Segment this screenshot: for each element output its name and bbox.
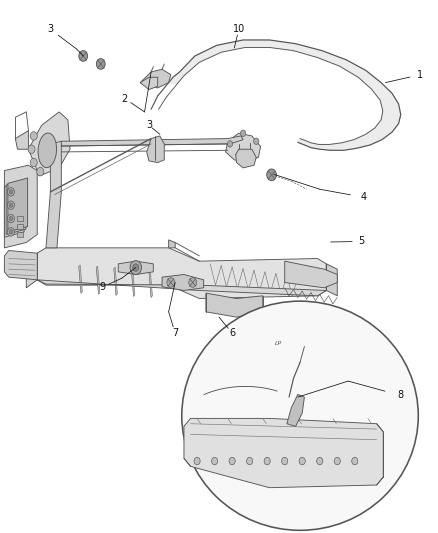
Circle shape — [7, 188, 14, 196]
Polygon shape — [6, 180, 26, 235]
Polygon shape — [162, 274, 204, 290]
Polygon shape — [17, 232, 23, 237]
Polygon shape — [149, 269, 152, 297]
Polygon shape — [37, 248, 326, 298]
Polygon shape — [96, 266, 100, 294]
Text: 3: 3 — [47, 25, 53, 34]
Text: LP: LP — [275, 341, 282, 346]
Text: 6: 6 — [229, 328, 235, 338]
Circle shape — [9, 190, 13, 194]
Polygon shape — [4, 165, 37, 248]
Polygon shape — [326, 264, 337, 296]
Polygon shape — [169, 40, 401, 150]
Polygon shape — [61, 136, 243, 146]
Circle shape — [299, 457, 305, 465]
Circle shape — [227, 141, 233, 147]
Polygon shape — [114, 267, 117, 295]
Circle shape — [254, 138, 259, 144]
Polygon shape — [140, 77, 158, 90]
Polygon shape — [206, 293, 263, 317]
Polygon shape — [46, 141, 61, 248]
Text: 9: 9 — [100, 282, 106, 292]
Circle shape — [167, 278, 175, 287]
Circle shape — [7, 201, 14, 209]
Polygon shape — [17, 224, 23, 229]
Circle shape — [9, 203, 13, 207]
Circle shape — [317, 457, 323, 465]
Polygon shape — [287, 394, 304, 426]
Circle shape — [194, 457, 200, 465]
Text: 4: 4 — [360, 192, 367, 202]
Text: 10: 10 — [233, 25, 245, 34]
Circle shape — [240, 130, 246, 136]
Circle shape — [7, 214, 14, 223]
Text: 2: 2 — [122, 94, 128, 103]
Circle shape — [79, 51, 88, 61]
Polygon shape — [37, 280, 326, 296]
Ellipse shape — [182, 301, 418, 530]
Circle shape — [130, 261, 141, 274]
Circle shape — [9, 216, 13, 221]
Polygon shape — [226, 133, 261, 163]
Text: 5: 5 — [358, 237, 364, 246]
Circle shape — [264, 457, 270, 465]
Circle shape — [212, 457, 218, 465]
Ellipse shape — [38, 133, 57, 167]
Circle shape — [133, 264, 139, 271]
Text: 8: 8 — [398, 391, 404, 400]
Circle shape — [282, 457, 288, 465]
Polygon shape — [79, 265, 82, 293]
Polygon shape — [28, 112, 70, 176]
Polygon shape — [15, 131, 28, 149]
Circle shape — [189, 278, 197, 287]
Polygon shape — [17, 216, 23, 221]
Polygon shape — [236, 149, 256, 168]
Polygon shape — [26, 253, 37, 288]
Circle shape — [30, 158, 37, 167]
Text: 1: 1 — [417, 70, 424, 79]
Polygon shape — [285, 261, 337, 288]
Polygon shape — [118, 261, 153, 274]
Text: 7: 7 — [172, 328, 178, 338]
Polygon shape — [8, 178, 28, 232]
Circle shape — [247, 457, 253, 465]
Circle shape — [28, 145, 35, 154]
Polygon shape — [184, 418, 383, 488]
Polygon shape — [147, 136, 164, 163]
Circle shape — [9, 230, 13, 234]
Circle shape — [267, 169, 276, 181]
Polygon shape — [131, 268, 135, 296]
Polygon shape — [169, 240, 175, 248]
Polygon shape — [4, 181, 24, 237]
Polygon shape — [4, 251, 37, 280]
Circle shape — [229, 457, 235, 465]
Circle shape — [352, 457, 358, 465]
Circle shape — [37, 167, 44, 176]
Circle shape — [30, 132, 37, 140]
Text: 3: 3 — [146, 120, 152, 130]
Circle shape — [334, 457, 340, 465]
Circle shape — [7, 228, 14, 236]
Circle shape — [96, 59, 105, 69]
Polygon shape — [140, 69, 171, 88]
